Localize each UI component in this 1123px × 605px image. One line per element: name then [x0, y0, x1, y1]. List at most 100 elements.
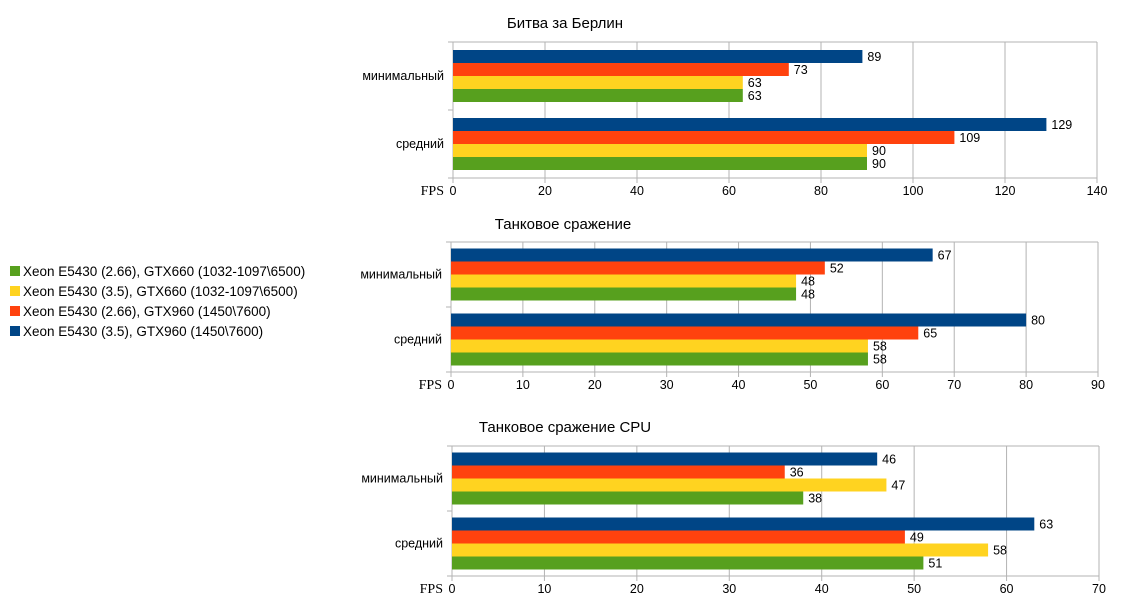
bar: [452, 556, 924, 570]
bar: [452, 452, 878, 466]
legend-swatch: [10, 286, 20, 296]
bar: [452, 491, 804, 505]
legend-item: Xeon E5430 (3.5), GTX660 (1032-1097\6500…: [10, 281, 305, 301]
x-tick-label: 60: [875, 378, 889, 392]
x-tick-label: 140: [1087, 184, 1108, 198]
data-label: 36: [790, 466, 804, 480]
x-tick-label: 0: [448, 378, 455, 392]
bar: [453, 63, 789, 76]
legend-item: Xeon E5430 (3.5), GTX960 (1450\7600): [10, 321, 305, 341]
x-tick-label: 70: [1092, 582, 1106, 596]
chart-title: Битва за Берлин: [507, 15, 623, 32]
x-tick-label: 30: [660, 378, 674, 392]
x-tick-label: 40: [815, 582, 829, 596]
data-label: 89: [867, 50, 881, 64]
data-label: 65: [923, 327, 937, 341]
data-label: 90: [872, 144, 886, 158]
data-label: 63: [748, 76, 762, 90]
chart-title: Танковое сражение CPU: [479, 419, 651, 436]
data-label: 129: [1051, 118, 1072, 132]
bar: [453, 89, 743, 102]
category-label: минимальный: [362, 69, 444, 83]
legend-label: Xeon E5430 (3.5), GTX960 (1450\7600): [23, 323, 264, 339]
x-tick-label: 60: [722, 184, 736, 198]
bar: [453, 118, 1047, 131]
x-tick-label: 80: [814, 184, 828, 198]
bar: [451, 339, 868, 353]
data-label: 63: [748, 89, 762, 103]
bar: [451, 313, 1027, 327]
category-label: минимальный: [360, 268, 442, 282]
data-label: 90: [872, 157, 886, 171]
bar: [451, 274, 797, 288]
x-tick-label: 0: [449, 582, 456, 596]
x-tick-label: 90: [1091, 378, 1105, 392]
bar: [453, 50, 863, 63]
data-label: 73: [794, 63, 808, 77]
data-label: 38: [808, 492, 822, 506]
category-label: средний: [394, 333, 442, 347]
legend-swatch: [10, 326, 20, 336]
bar: [451, 352, 868, 366]
x-tick-label: 80: [1019, 378, 1033, 392]
x-tick-label: 30: [722, 582, 736, 596]
bar: [452, 465, 785, 479]
bar: [452, 478, 887, 492]
legend-label: Xeon E5430 (3.5), GTX660 (1032-1097\6500…: [23, 283, 298, 299]
data-label: 109: [959, 131, 980, 145]
data-label: 58: [993, 544, 1007, 558]
legend-swatch: [10, 266, 20, 276]
data-label: 49: [910, 531, 924, 545]
x-tick-label: 40: [630, 184, 644, 198]
bar: [452, 530, 905, 544]
bar: [452, 543, 989, 557]
x-tick-label: 20: [588, 378, 602, 392]
x-tick-label: 100: [903, 184, 924, 198]
x-axis-label: FPS: [420, 582, 443, 597]
legend-label: Xeon E5430 (2.66), GTX660 (1032-1097\650…: [23, 263, 306, 279]
legend-item: Xeon E5430 (2.66), GTX660 (1032-1097\650…: [10, 261, 305, 281]
x-tick-label: 120: [995, 184, 1016, 198]
data-label: 58: [873, 353, 887, 367]
data-label: 67: [938, 249, 952, 263]
data-label: 63: [1039, 518, 1053, 532]
bar: [453, 144, 867, 157]
data-label: 48: [801, 288, 815, 302]
x-tick-label: 10: [537, 582, 551, 596]
bar: [451, 248, 933, 262]
legend-item: Xeon E5430 (2.66), GTX960 (1450\7600): [10, 301, 305, 321]
legend: Xeon E5430 (2.66), GTX660 (1032-1097\650…: [10, 261, 305, 341]
x-tick-label: 0: [450, 184, 457, 198]
data-label: 52: [830, 262, 844, 276]
data-label: 58: [873, 340, 887, 354]
x-tick-label: 20: [630, 582, 644, 596]
bar: [451, 326, 919, 340]
category-label: средний: [395, 537, 443, 551]
category-label: средний: [396, 137, 444, 151]
x-tick-label: 10: [516, 378, 530, 392]
data-label: 80: [1031, 314, 1045, 328]
bar: [453, 131, 955, 144]
x-tick-label: 50: [907, 582, 921, 596]
bar: [451, 287, 797, 301]
x-tick-label: 20: [538, 184, 552, 198]
x-tick-label: 60: [1000, 582, 1014, 596]
data-label: 47: [891, 479, 905, 493]
bar: [451, 261, 825, 275]
x-tick-label: 50: [803, 378, 817, 392]
data-label: 46: [882, 453, 896, 467]
x-tick-label: 70: [947, 378, 961, 392]
bar: [453, 76, 743, 89]
category-label: минимальный: [361, 472, 443, 486]
bar: [453, 157, 867, 170]
legend-label: Xeon E5430 (2.66), GTX960 (1450\7600): [23, 303, 271, 319]
chart-title: Танковое сражение: [495, 216, 631, 233]
x-tick-label: 40: [732, 378, 746, 392]
bar: [452, 517, 1035, 531]
data-label: 48: [801, 275, 815, 289]
x-axis-label: FPS: [419, 378, 442, 393]
legend-swatch: [10, 306, 20, 316]
data-label: 51: [928, 557, 942, 571]
x-axis-label: FPS: [421, 184, 444, 199]
